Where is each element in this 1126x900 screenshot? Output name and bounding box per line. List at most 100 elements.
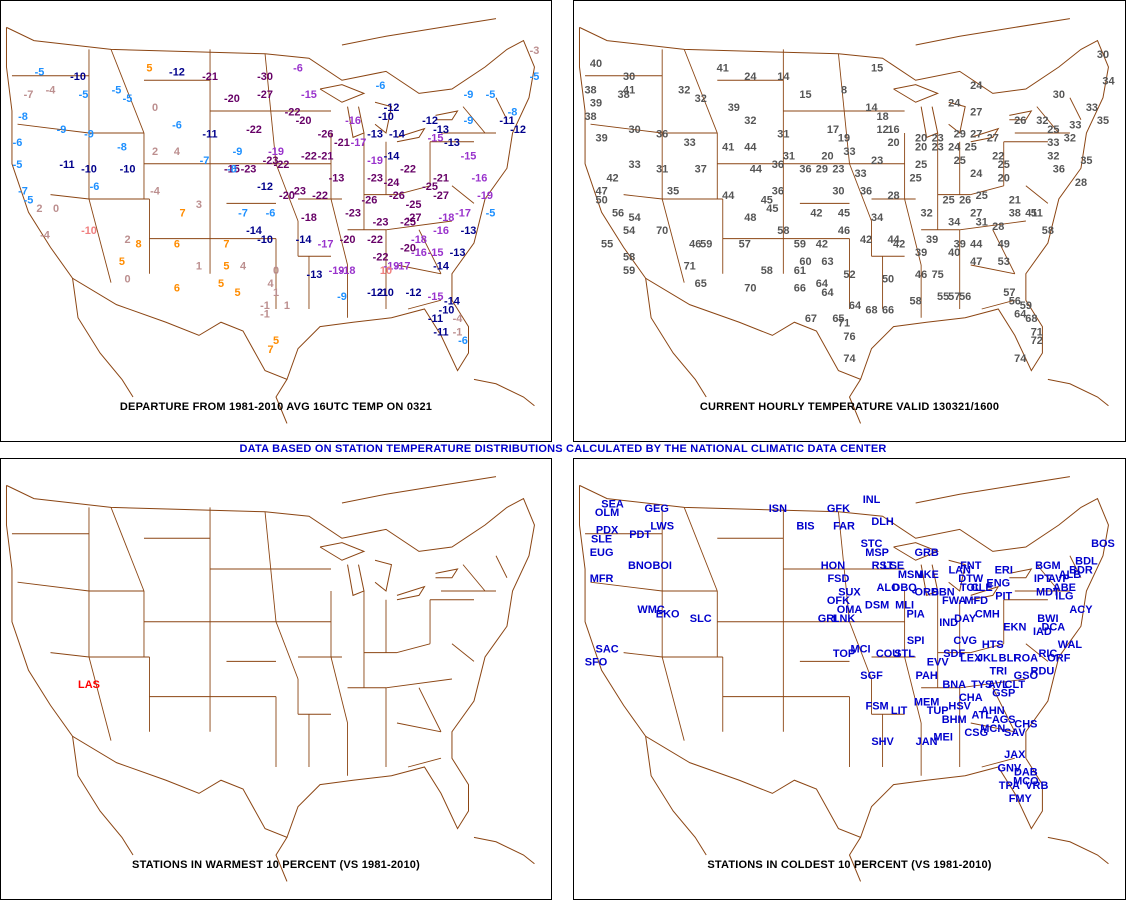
current-label-93: 42 xyxy=(810,208,822,220)
current-label-127: 59 xyxy=(623,265,635,277)
state-border-43 xyxy=(462,106,486,134)
departure-label-127: 1 xyxy=(196,260,202,272)
current-label-8: 38 xyxy=(584,84,596,96)
departure-label-60: -13 xyxy=(329,172,345,184)
current-label-97: 27 xyxy=(970,208,982,220)
current-label-5: 15 xyxy=(871,62,883,74)
departure-label-120: -18 xyxy=(340,265,356,277)
departure-label-112: 6 xyxy=(174,238,180,250)
departure-label-75: -24 xyxy=(384,177,401,189)
state-border-35 xyxy=(396,643,431,654)
coldest-label-102: TUP xyxy=(927,705,949,717)
departure-label-86: 3 xyxy=(196,199,202,211)
departure-label-104: -23 xyxy=(373,216,389,228)
departure-label-105: -25 xyxy=(400,216,416,228)
current-label-144: 57 xyxy=(1003,287,1015,299)
departure-label-90: -22 xyxy=(312,190,328,202)
departure-label-57: -23 xyxy=(241,164,257,176)
coldest-label-50: MFD xyxy=(964,595,988,607)
departure-label-125: 10 xyxy=(380,265,392,277)
coldest-label-54: ACY xyxy=(1069,604,1093,616)
departure-label-50: -12 xyxy=(510,124,526,136)
current-label-115: 42 xyxy=(816,238,828,250)
current-label-65: 36 xyxy=(799,164,811,176)
current-label-95: 34 xyxy=(871,212,884,224)
departure-label-6: -6 xyxy=(293,62,303,74)
current-label-117: 39 xyxy=(954,238,966,250)
departure-label-71: -12 xyxy=(257,181,273,193)
state-border-37 xyxy=(418,229,442,274)
coldest-label-65: IND xyxy=(939,617,958,629)
coldest-label-92: BNA xyxy=(942,679,966,691)
departure-label-47: -13 xyxy=(433,124,449,136)
departure-label-23: -11 xyxy=(202,128,217,140)
current-label-66: 29 xyxy=(816,164,828,176)
coldest-label-13: STC xyxy=(861,538,883,550)
state-border-37 xyxy=(992,229,1016,274)
state-border-4 xyxy=(110,49,145,134)
coastline-1 xyxy=(645,278,707,398)
departure-label-110: 2 xyxy=(124,234,130,246)
departure-label-92: -26 xyxy=(362,194,378,206)
state-border-28 xyxy=(904,198,922,266)
departure-label-43: -17 xyxy=(351,137,367,149)
current-label-124: 40 xyxy=(948,247,960,259)
state-border-7 xyxy=(50,194,90,200)
map-warmest: LAS xyxy=(5,476,535,882)
departure-label-11: -5 xyxy=(79,89,89,101)
coastline-5 xyxy=(948,101,966,134)
state-border-28 xyxy=(330,198,348,266)
state-border-44 xyxy=(495,555,508,578)
current-label-30: 12 xyxy=(876,124,888,136)
current-label-119: 49 xyxy=(998,238,1010,250)
current-label-123: 39 xyxy=(915,247,927,259)
coastline-8 xyxy=(1047,378,1109,407)
current-label-59: 22 xyxy=(992,150,1004,162)
current-label-159: 74 xyxy=(843,353,856,365)
coldest-label-61: PIA xyxy=(907,608,925,620)
current-label-63: 31 xyxy=(656,164,668,176)
current-label-94: 45 xyxy=(838,208,850,220)
coastline-1 xyxy=(72,278,134,398)
departure-label-16: -15 xyxy=(301,89,317,101)
coldest-label-40: ORD xyxy=(914,586,938,598)
current-label-49: 32 xyxy=(1064,133,1076,145)
coldest-label-43: CLE xyxy=(971,582,993,594)
coastline-0 xyxy=(578,484,1109,839)
current-label-96: 32 xyxy=(921,208,933,220)
current-label-105: 44 xyxy=(887,234,900,246)
current-label-13: 8 xyxy=(841,84,847,96)
current-label-55: 33 xyxy=(843,146,855,158)
current-label-61: 32 xyxy=(1047,150,1059,162)
departure-label-69: -4 xyxy=(150,186,161,198)
departure-label-3: -12 xyxy=(169,67,185,79)
coldest-label-106: CHS xyxy=(1014,718,1037,730)
banner: DATA BASED ON STATION TEMPERATURE DISTRI… xyxy=(239,443,887,455)
current-label-58: 25 xyxy=(954,155,966,167)
current-label-120: 58 xyxy=(623,252,635,264)
coldest-label-48: OFK xyxy=(827,595,850,607)
current-label-104: 42 xyxy=(860,234,872,246)
current-label-131: 52 xyxy=(843,269,855,281)
departure-label-130: 0 xyxy=(273,265,279,277)
state-border-43 xyxy=(1036,564,1060,592)
state-border-15 xyxy=(661,198,685,283)
departure-label-103: -20 xyxy=(340,234,356,246)
state-border-36 xyxy=(385,220,453,231)
current-label-157: 72 xyxy=(1031,335,1043,347)
departure-label-66: -7 xyxy=(18,186,28,198)
coldest-label-46: ILG xyxy=(1055,591,1073,603)
current-label-136: 70 xyxy=(744,282,756,294)
current-label-138: 64 xyxy=(816,278,829,290)
current-label-12: 15 xyxy=(799,89,811,101)
current-label-54: 20 xyxy=(821,150,833,162)
state-border-35 xyxy=(970,643,1004,654)
current-label-0: 40 xyxy=(590,58,602,70)
departure-label-99: -10 xyxy=(81,225,97,237)
departure-label-137: 5 xyxy=(218,278,224,290)
coldest-label-41: SBN xyxy=(932,586,955,598)
state-border-4 xyxy=(683,49,718,134)
caption-warmest: STATIONS IN WARMEST 10 PERCENT (VS 1981-… xyxy=(132,859,420,871)
departure-label-12: -5 xyxy=(112,84,122,96)
departure-label-139: 4 xyxy=(267,278,274,290)
